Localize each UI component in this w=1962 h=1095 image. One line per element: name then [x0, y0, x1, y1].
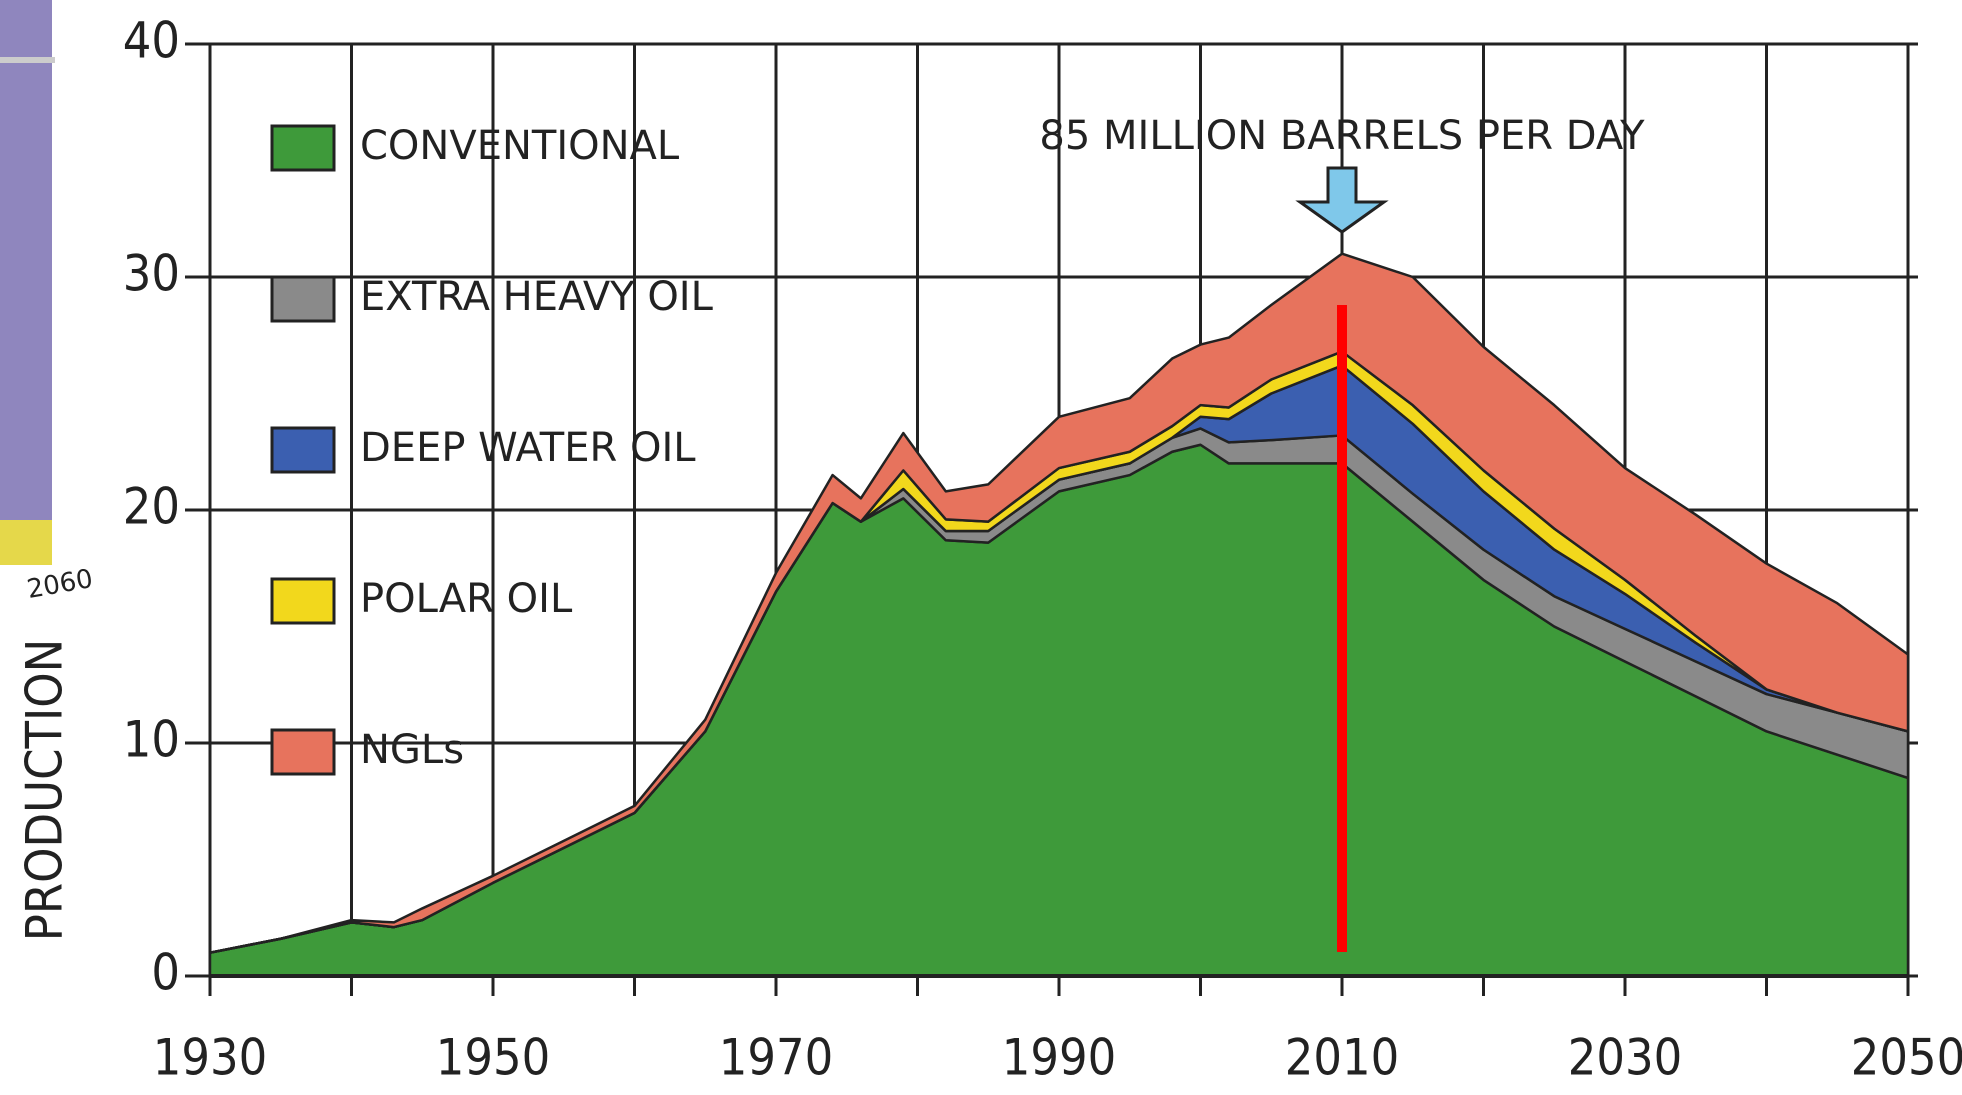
legend-swatch: [270, 124, 336, 172]
legend-label: CONVENTIONAL: [360, 123, 680, 169]
y-tick-label: 10: [123, 711, 180, 769]
x-tick-label: 1970: [719, 1029, 833, 1087]
annotation-arrow: [1295, 166, 1389, 234]
y-axis-label: PRODUCTION: [16, 639, 74, 942]
areas: [208, 252, 1910, 978]
annotation: 85 MILLION BARRELS PER DAY: [1039, 113, 1645, 159]
x-tick-label: 1930: [153, 1029, 267, 1087]
legend-label: EXTRA HEAVY OIL: [360, 274, 714, 320]
legend-swatch: [270, 426, 336, 474]
y-tick-label: 30: [123, 245, 180, 303]
legend-label: NGLs: [360, 727, 464, 773]
y-tick-label: 0: [151, 944, 180, 1002]
legend-swatch: [270, 728, 336, 776]
y-tick-label: 40: [123, 12, 180, 70]
x-tick-label: 2010: [1285, 1029, 1399, 1087]
legend-swatch: [270, 275, 336, 323]
x-tick-label: 1950: [436, 1029, 550, 1087]
x-tick-label: 2030: [1568, 1029, 1682, 1087]
area: [208, 252, 1910, 954]
x-tick-label: 2050: [1851, 1029, 1962, 1087]
side-label: 2060: [25, 564, 95, 605]
legend-swatch: [270, 577, 336, 625]
barrel: [0, 0, 55, 565]
legend-label: DEEP WATER OIL: [360, 425, 696, 471]
legend-label: POLAR OIL: [360, 576, 573, 622]
x-tick-label: 1990: [1002, 1029, 1116, 1087]
y-tick-label: 20: [123, 478, 180, 536]
overlay: CONVENTIONAL EXTRA HEAVY OIL DEEP WATER OI…: [210, 113, 1908, 978]
